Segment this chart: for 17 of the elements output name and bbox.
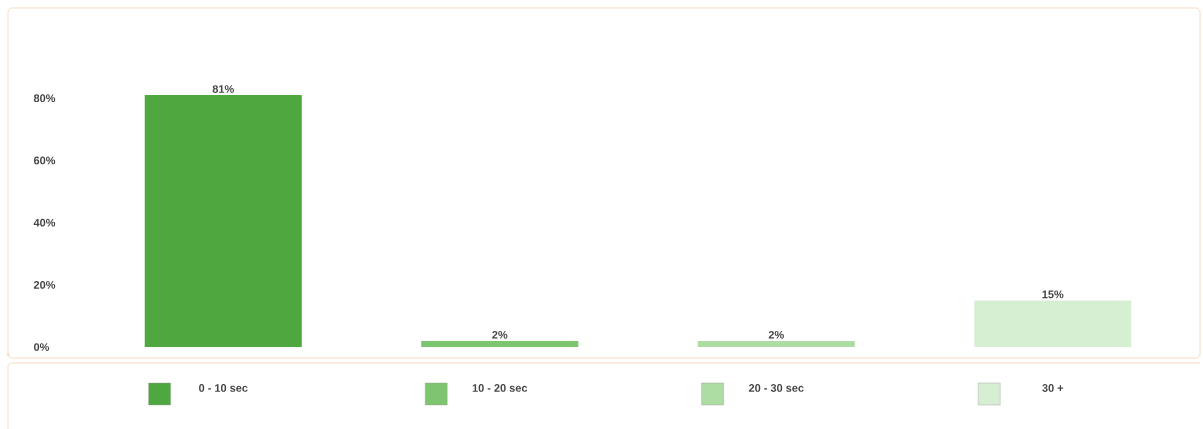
y-tick-label: 20%	[33, 280, 56, 289]
y-tick-label: 60%	[33, 156, 56, 165]
y-tick-label: 40%	[33, 218, 56, 227]
bar	[974, 300, 1132, 348]
bar	[697, 340, 855, 348]
y-tick-label: 80%	[33, 94, 56, 102]
x-tick-label: 20 - 30 sec	[748, 384, 804, 392]
data-label: 15%	[1042, 290, 1064, 299]
data-label: 2%	[492, 330, 508, 339]
x-tick-label: 30 +	[1042, 384, 1064, 392]
data-label: 81%	[212, 85, 234, 93]
x-tick-label: 0 - 10 sec	[199, 384, 248, 392]
bar	[421, 340, 579, 348]
data-label: 2%	[768, 330, 784, 339]
x-tick-label: 10 - 20 sec	[472, 384, 528, 392]
bar	[144, 95, 302, 348]
y-tick-label: 0%	[33, 343, 50, 351]
